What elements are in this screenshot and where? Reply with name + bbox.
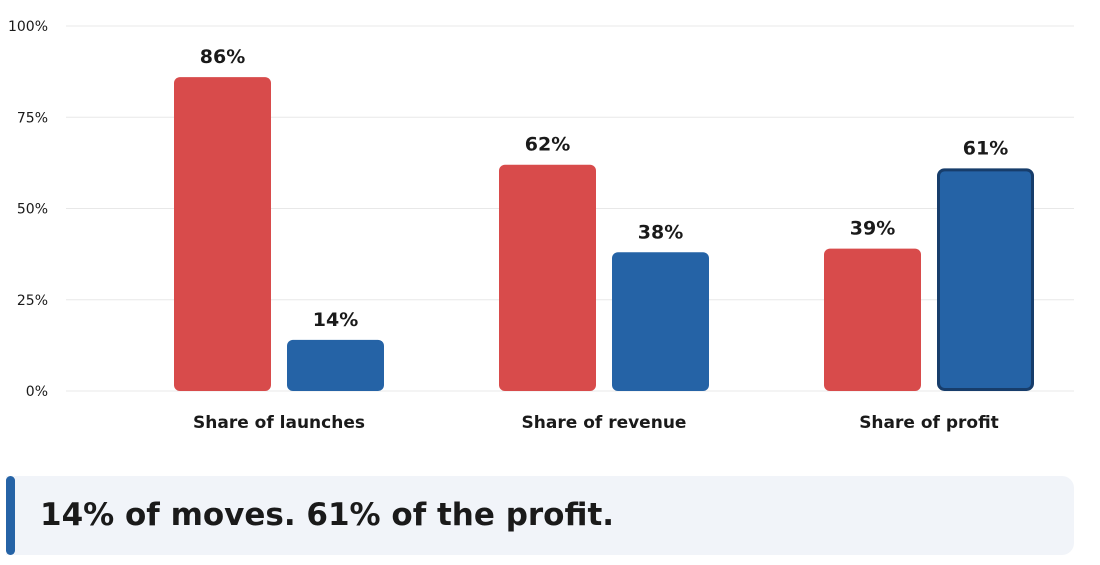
callout-accent-bar bbox=[6, 476, 15, 555]
y-tick-label: 100% bbox=[8, 19, 48, 35]
bar bbox=[612, 252, 709, 391]
bar bbox=[824, 248, 921, 391]
takeaway-callout: 14% of moves. 61% of the profit. bbox=[6, 476, 1074, 555]
data-label: 38% bbox=[638, 221, 683, 243]
y-tick-label: 0% bbox=[26, 384, 48, 400]
data-label: 86% bbox=[200, 46, 245, 68]
bar bbox=[499, 164, 596, 391]
data-label: 61% bbox=[963, 137, 1008, 159]
y-tick-label: 25% bbox=[17, 293, 48, 309]
data-label: 14% bbox=[313, 309, 358, 331]
callout-text: 14% of moves. 61% of the profit. bbox=[40, 497, 615, 533]
bar bbox=[174, 77, 271, 391]
y-tick-label: 50% bbox=[17, 202, 48, 218]
y-tick-label: 75% bbox=[17, 110, 48, 126]
chart-canvas: 0% 25% 50% 75% 100% 86% 14% Share of launches 62… bbox=[8, 19, 1074, 433]
data-label: 39% bbox=[850, 218, 895, 240]
bar bbox=[287, 339, 384, 391]
category-label: Share of launches bbox=[193, 413, 365, 433]
data-label: 62% bbox=[525, 134, 570, 156]
category-label: Share of revenue bbox=[522, 413, 687, 433]
category-label: Share of profit bbox=[859, 413, 999, 433]
bar-chart: 0% 25% 50% 75% 100% 86% 14% Share of launches 62… bbox=[8, 19, 1074, 433]
bar bbox=[937, 168, 1034, 391]
